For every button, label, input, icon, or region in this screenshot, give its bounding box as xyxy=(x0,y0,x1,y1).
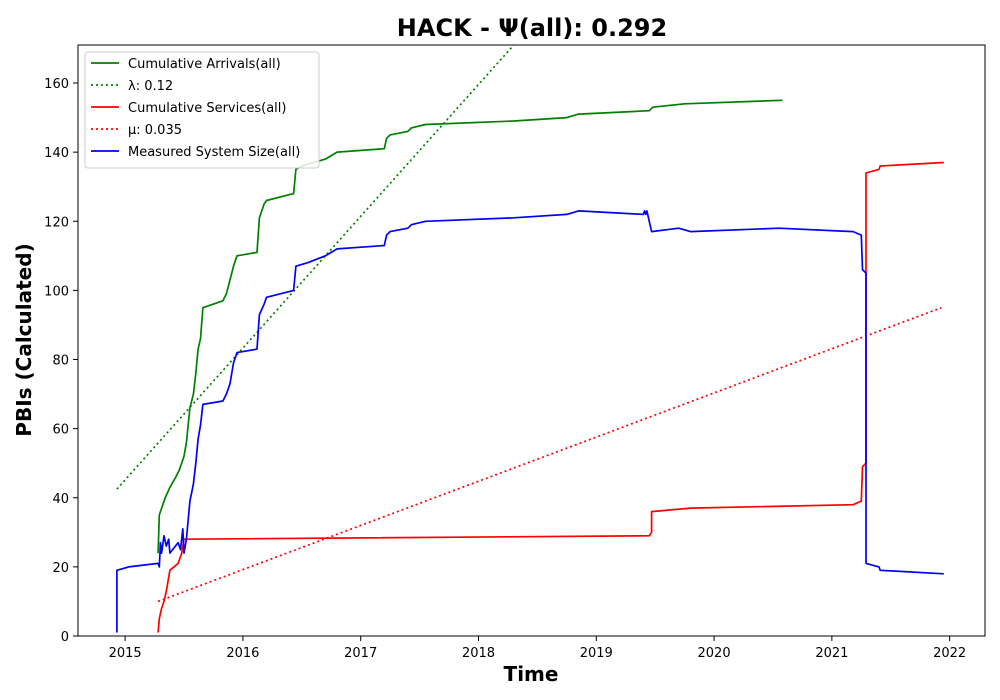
x-tick-label: 2022 xyxy=(933,646,966,661)
legend-frame xyxy=(84,51,320,169)
x-tick-label: 2015 xyxy=(109,646,142,661)
legend-label-3: μ: 0.035 xyxy=(128,123,182,138)
y-tick-label: 40 xyxy=(52,492,69,507)
x-axis-label: Time xyxy=(504,662,559,686)
x-tick-label: 2016 xyxy=(226,646,259,661)
plot-area xyxy=(77,44,986,637)
y-tick-label: 80 xyxy=(52,354,69,369)
y-axis-label: PBIs (Calculated) xyxy=(12,243,36,436)
legend-label-1: λ: 0.12 xyxy=(128,79,173,94)
y-tick-label: 0 xyxy=(61,630,69,645)
x-tick-label: 2020 xyxy=(698,646,731,661)
series-line-1 xyxy=(116,45,515,490)
y-tick-label: 60 xyxy=(52,423,69,438)
x-axis: 2015 2016 2017 2018 2019 2020 2021 2022 xyxy=(109,636,966,661)
y-tick-label: 140 xyxy=(44,146,69,161)
y-tick-label: 100 xyxy=(44,284,69,299)
x-tick-label: 2019 xyxy=(580,646,613,661)
x-tick-label: 2021 xyxy=(815,646,848,661)
series-line-4 xyxy=(116,210,944,633)
y-tick-label: 120 xyxy=(44,215,69,230)
legend: Cumulative Arrivals(all) λ: 0.12 Cumulativ… xyxy=(84,51,320,169)
series-line-0 xyxy=(157,99,783,554)
y-tick-label: 160 xyxy=(44,77,69,92)
series-line-2 xyxy=(157,161,944,633)
chart-title: HACK - Ψ(all): 0.292 xyxy=(397,14,667,42)
series-layer xyxy=(116,45,944,633)
y-axis: 0 20 40 60 80 100 120 140 160 xyxy=(44,77,78,645)
y-tick-label: 20 xyxy=(52,561,69,576)
legend-label-4: Measured System Size(all) xyxy=(128,145,300,160)
x-tick-label: 2017 xyxy=(344,646,377,661)
x-tick-label: 2018 xyxy=(462,646,495,661)
legend-label-2: Cumulative Services(all) xyxy=(128,101,286,116)
series-line-3 xyxy=(157,306,942,603)
legend-label-0: Cumulative Arrivals(all) xyxy=(128,57,281,72)
